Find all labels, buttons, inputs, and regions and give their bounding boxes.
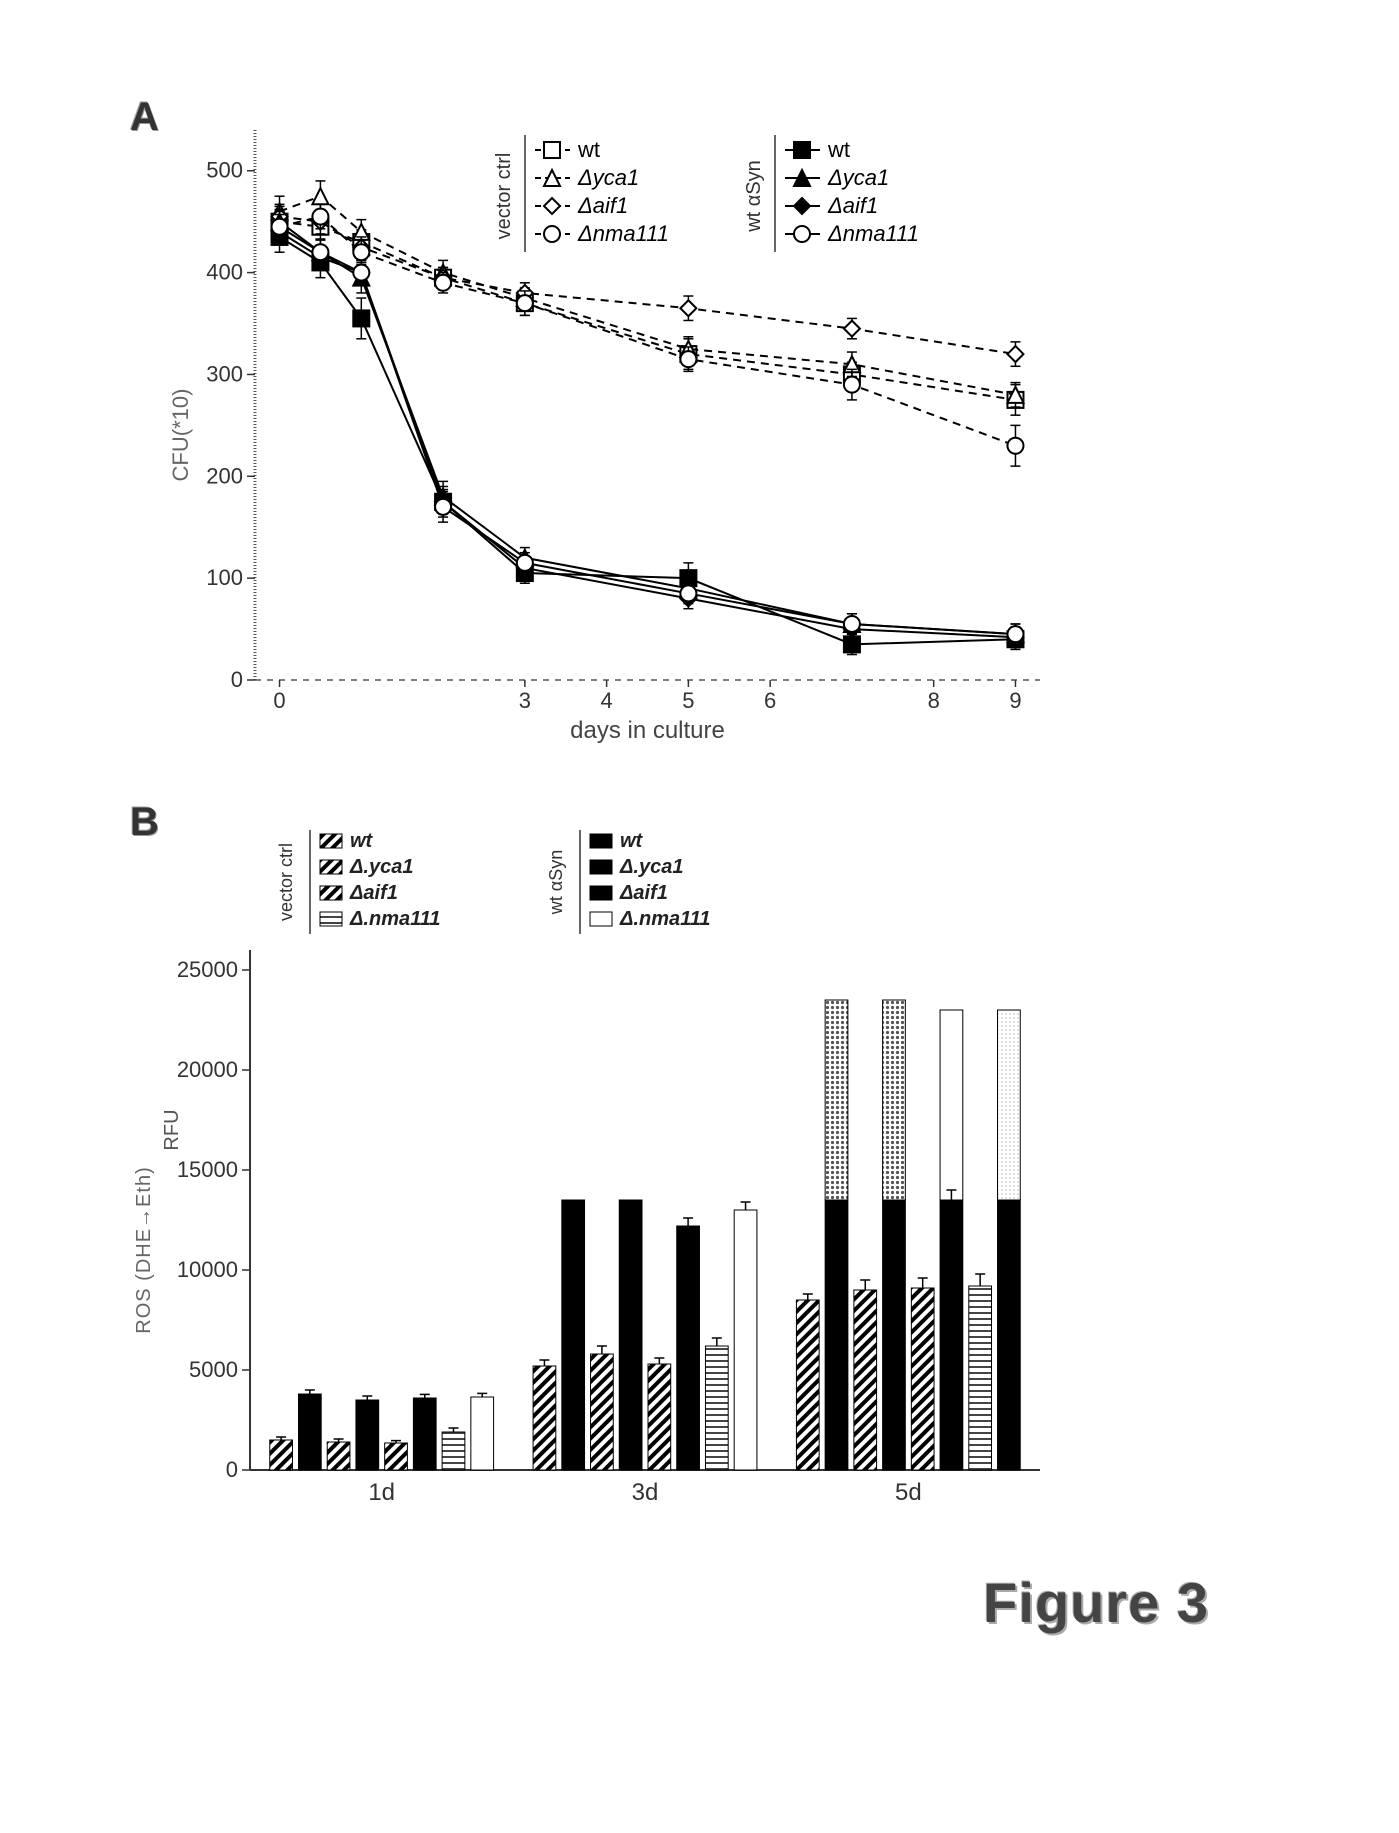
svg-text:Δ.yca1: Δ.yca1 (619, 856, 683, 878)
svg-text:wt αSyn: wt αSyn (546, 850, 566, 915)
svg-text:500: 500 (206, 158, 243, 183)
panel-a-label: A (130, 95, 159, 140)
svg-text:0: 0 (273, 688, 285, 713)
svg-text:Δaif1: Δaif1 (619, 882, 668, 904)
svg-text:days in culture: days in culture (570, 717, 725, 744)
svg-text:8: 8 (928, 688, 940, 713)
svg-text:9: 9 (1009, 688, 1021, 713)
chart-a: 0 100 200 300 400 500 0 3 4 5 6 8 9 days in culture CF… (160, 110, 1060, 750)
svg-text:Δnma111: Δnma111 (827, 221, 919, 246)
svg-text:Δyca1: Δyca1 (577, 165, 639, 190)
chart-a-svg: 0 100 200 300 400 500 0 3 4 5 6 8 9 days in culture CF… (160, 110, 1060, 750)
svg-text:vector ctrl: vector ctrl (276, 843, 296, 921)
svg-text:Δyca1: Δyca1 (827, 165, 889, 190)
svg-text:Δnma111: Δnma111 (577, 221, 669, 246)
svg-text:0: 0 (231, 667, 243, 692)
svg-text:Δaif1: Δaif1 (577, 193, 628, 218)
svg-text:10000: 10000 (177, 1257, 238, 1282)
svg-text:400: 400 (206, 260, 243, 285)
svg-text:5: 5 (682, 688, 694, 713)
svg-text:ROS (DHE→Eth): ROS (DHE→Eth) (133, 1166, 155, 1333)
svg-text:5000: 5000 (189, 1357, 238, 1382)
svg-text:3: 3 (519, 688, 531, 713)
svg-text:wt: wt (350, 830, 374, 852)
svg-text:wt: wt (577, 137, 600, 162)
svg-text:Δ.nma111: Δ.nma111 (619, 908, 711, 930)
svg-text:100: 100 (206, 565, 243, 590)
chart-b-svg: 0 5000 10000 15000 20000 25000 ROS (DHE→Eth) RF… (120, 820, 1060, 1520)
svg-text:6: 6 (764, 688, 776, 713)
svg-text:5d: 5d (895, 1479, 922, 1506)
svg-text:15000: 15000 (177, 1157, 238, 1182)
svg-text:1d: 1d (368, 1479, 395, 1506)
svg-text:Δaif1: Δaif1 (349, 882, 398, 904)
svg-text:200: 200 (206, 463, 243, 488)
svg-text:25000: 25000 (177, 957, 238, 982)
svg-text:0: 0 (226, 1457, 238, 1482)
figure-label: Figure 3 (983, 1570, 1209, 1635)
svg-text:4: 4 (600, 688, 612, 713)
svg-text:RFU: RFU (161, 1109, 183, 1150)
svg-text:3d: 3d (632, 1479, 659, 1506)
svg-text:Δaif1: Δaif1 (827, 193, 878, 218)
chart-b: 0 5000 10000 15000 20000 25000 ROS (DHE→Eth) RF… (120, 820, 1060, 1520)
svg-text:wt: wt (827, 137, 850, 162)
svg-text:20000: 20000 (177, 1057, 238, 1082)
svg-text:Δ.nma111: Δ.nma111 (349, 908, 441, 930)
svg-text:Δ.yca1: Δ.yca1 (349, 856, 413, 878)
svg-text:wt αSyn: wt αSyn (743, 160, 765, 233)
svg-text:CFU(*10): CFU(*10) (168, 389, 193, 482)
svg-text:300: 300 (206, 361, 243, 386)
svg-text:vector ctrl: vector ctrl (493, 153, 515, 240)
svg-text:wt: wt (620, 830, 644, 852)
